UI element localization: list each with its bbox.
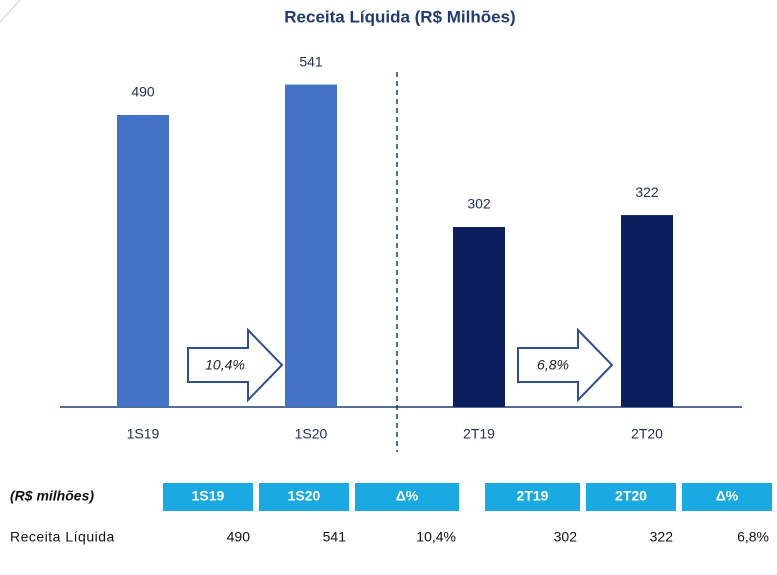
annotation: 10,4%	[205, 357, 245, 373]
x-tick-label: 2T20	[631, 426, 663, 442]
value-label: 322	[635, 184, 659, 200]
x-tick-label: 1S19	[127, 426, 160, 442]
x-tick-label: 1S20	[295, 426, 328, 442]
arrow	[517, 327, 614, 403]
corner-decoration	[0, 0, 21, 23]
header-label: Δ%	[396, 488, 419, 504]
header-cell	[485, 483, 580, 511]
header-label: 1S19	[192, 488, 225, 504]
header-cell	[259, 483, 349, 511]
header-label: Δ%	[716, 488, 739, 504]
annotation: 6,8%	[537, 357, 569, 373]
table-cell: 541	[323, 529, 347, 545]
row-label: Receita Líquida	[10, 529, 115, 545]
bar	[285, 84, 337, 408]
x-tick-label: 2T19	[463, 426, 495, 442]
header-cell	[355, 483, 459, 511]
bar	[453, 227, 505, 407]
arrow	[187, 327, 284, 403]
header-cell	[682, 483, 772, 511]
value-label: 302	[467, 196, 491, 212]
table-cell: 302	[554, 529, 578, 545]
value-label: 541	[299, 53, 323, 69]
header-cell	[586, 483, 676, 511]
table-cell: 6,8%	[737, 529, 769, 545]
table-cell: 322	[650, 529, 674, 545]
header-cell	[163, 483, 253, 511]
value-label: 490	[131, 84, 155, 100]
bar	[621, 215, 673, 407]
table-cell: 10,4%	[416, 529, 456, 545]
chart-title: Receita Líquida (R$ Milhões)	[284, 7, 515, 26]
bar	[117, 114, 169, 408]
table-cell: 490	[227, 529, 251, 545]
header-label: 2T20	[615, 488, 647, 504]
header-label: 1S20	[288, 488, 321, 504]
header-label: 2T19	[517, 488, 549, 504]
table-corner: (R$ milhões)	[10, 488, 94, 504]
